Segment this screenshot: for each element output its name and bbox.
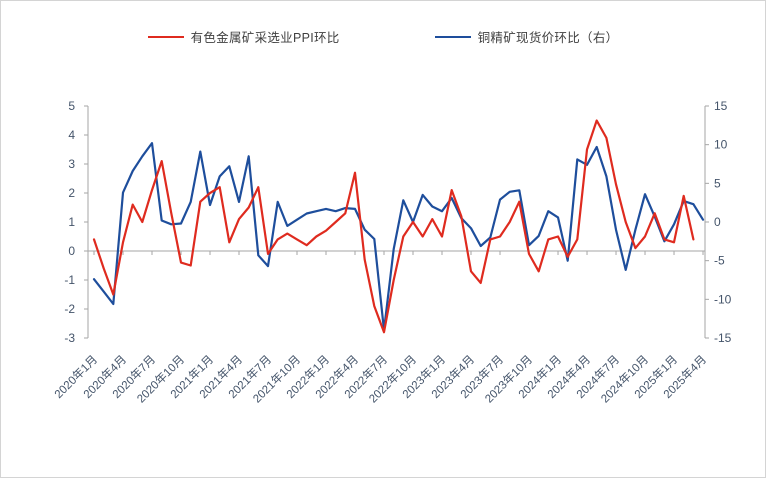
- legend-item-ppi: 有色金属矿采选业PPI环比: [147, 27, 340, 46]
- svg-text:2: 2: [68, 186, 75, 200]
- legend-line-red-icon: [147, 35, 184, 38]
- svg-text:-3: -3: [64, 331, 75, 345]
- svg-text:1: 1: [68, 215, 75, 229]
- svg-text:15: 15: [714, 99, 728, 113]
- svg-text:0: 0: [714, 215, 721, 229]
- svg-text:0: 0: [68, 244, 75, 258]
- svg-text:10: 10: [714, 138, 728, 152]
- svg-text:3: 3: [68, 157, 75, 171]
- svg-text:-5: -5: [714, 254, 725, 268]
- svg-text:-10: -10: [714, 292, 732, 306]
- legend-label-ppi: 有色金属矿采选业PPI环比: [190, 31, 340, 45]
- svg-text:5: 5: [68, 99, 75, 113]
- svg-text:4: 4: [68, 128, 75, 142]
- legend-line-blue-icon: [434, 35, 471, 38]
- svg-text:-15: -15: [714, 331, 732, 345]
- legend-item-copper: 铜精矿现货价环比（右）: [434, 27, 619, 46]
- chart-legend: 有色金属矿采选业PPI环比 铜精矿现货价环比（右）: [1, 27, 765, 46]
- svg-text:-2: -2: [64, 302, 75, 316]
- legend-label-copper: 铜精矿现货价环比（右）: [477, 31, 619, 45]
- svg-text:5: 5: [714, 176, 721, 190]
- svg-text:-1: -1: [64, 273, 75, 287]
